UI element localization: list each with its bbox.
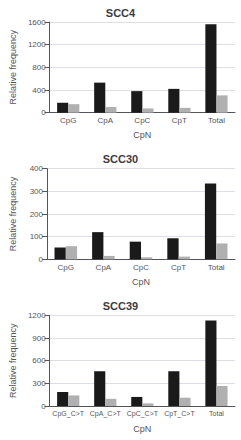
svg-text:CpN: CpN xyxy=(133,130,151,140)
svg-text:400: 400 xyxy=(32,86,46,95)
svg-text:Relative frequency: Relative frequency xyxy=(8,323,18,398)
svg-text:SCC39: SCC39 xyxy=(103,300,138,312)
svg-text:CpG: CpG xyxy=(58,263,74,272)
svg-text:400: 400 xyxy=(30,164,44,173)
svg-text:CpG_C>T: CpG_C>T xyxy=(52,410,84,418)
svg-text:CpT: CpT xyxy=(171,263,186,272)
svg-text:900: 900 xyxy=(32,334,46,343)
svg-text:SCC30: SCC30 xyxy=(103,153,138,165)
svg-text:CpC: CpC xyxy=(133,263,149,272)
svg-text:Total: Total xyxy=(208,263,225,272)
svg-text:300: 300 xyxy=(30,187,44,196)
svg-text:300: 300 xyxy=(32,379,46,388)
svg-text:100: 100 xyxy=(30,232,44,241)
svg-text:1600: 1600 xyxy=(28,18,46,27)
svg-text:CpC: CpC xyxy=(134,116,150,125)
svg-text:CpN: CpN xyxy=(133,424,151,434)
svg-text:Relative frequency: Relative frequency xyxy=(8,30,18,105)
svg-text:CpA: CpA xyxy=(98,116,114,125)
svg-text:200: 200 xyxy=(30,210,44,219)
svg-text:0: 0 xyxy=(41,108,46,117)
svg-text:800: 800 xyxy=(32,63,46,72)
svg-text:CpT_C>T: CpT_C>T xyxy=(164,410,195,418)
svg-text:Relative frequency: Relative frequency xyxy=(8,176,18,251)
svg-text:CpC_C>T: CpC_C>T xyxy=(127,410,159,418)
svg-text:600: 600 xyxy=(32,356,46,365)
svg-text:CpA: CpA xyxy=(96,263,112,272)
svg-text:CpG: CpG xyxy=(60,116,76,125)
svg-text:SCC4: SCC4 xyxy=(106,7,136,19)
svg-text:CpT: CpT xyxy=(172,116,187,125)
svg-text:CpA_C>T: CpA_C>T xyxy=(90,410,122,418)
svg-text:0: 0 xyxy=(41,402,46,411)
svg-text:Total: Total xyxy=(208,116,225,125)
svg-text:Total: Total xyxy=(209,410,224,417)
svg-text:1200: 1200 xyxy=(28,40,46,49)
svg-text:0: 0 xyxy=(39,255,44,264)
svg-text:CpN: CpN xyxy=(132,277,150,287)
svg-text:1200: 1200 xyxy=(28,311,46,320)
